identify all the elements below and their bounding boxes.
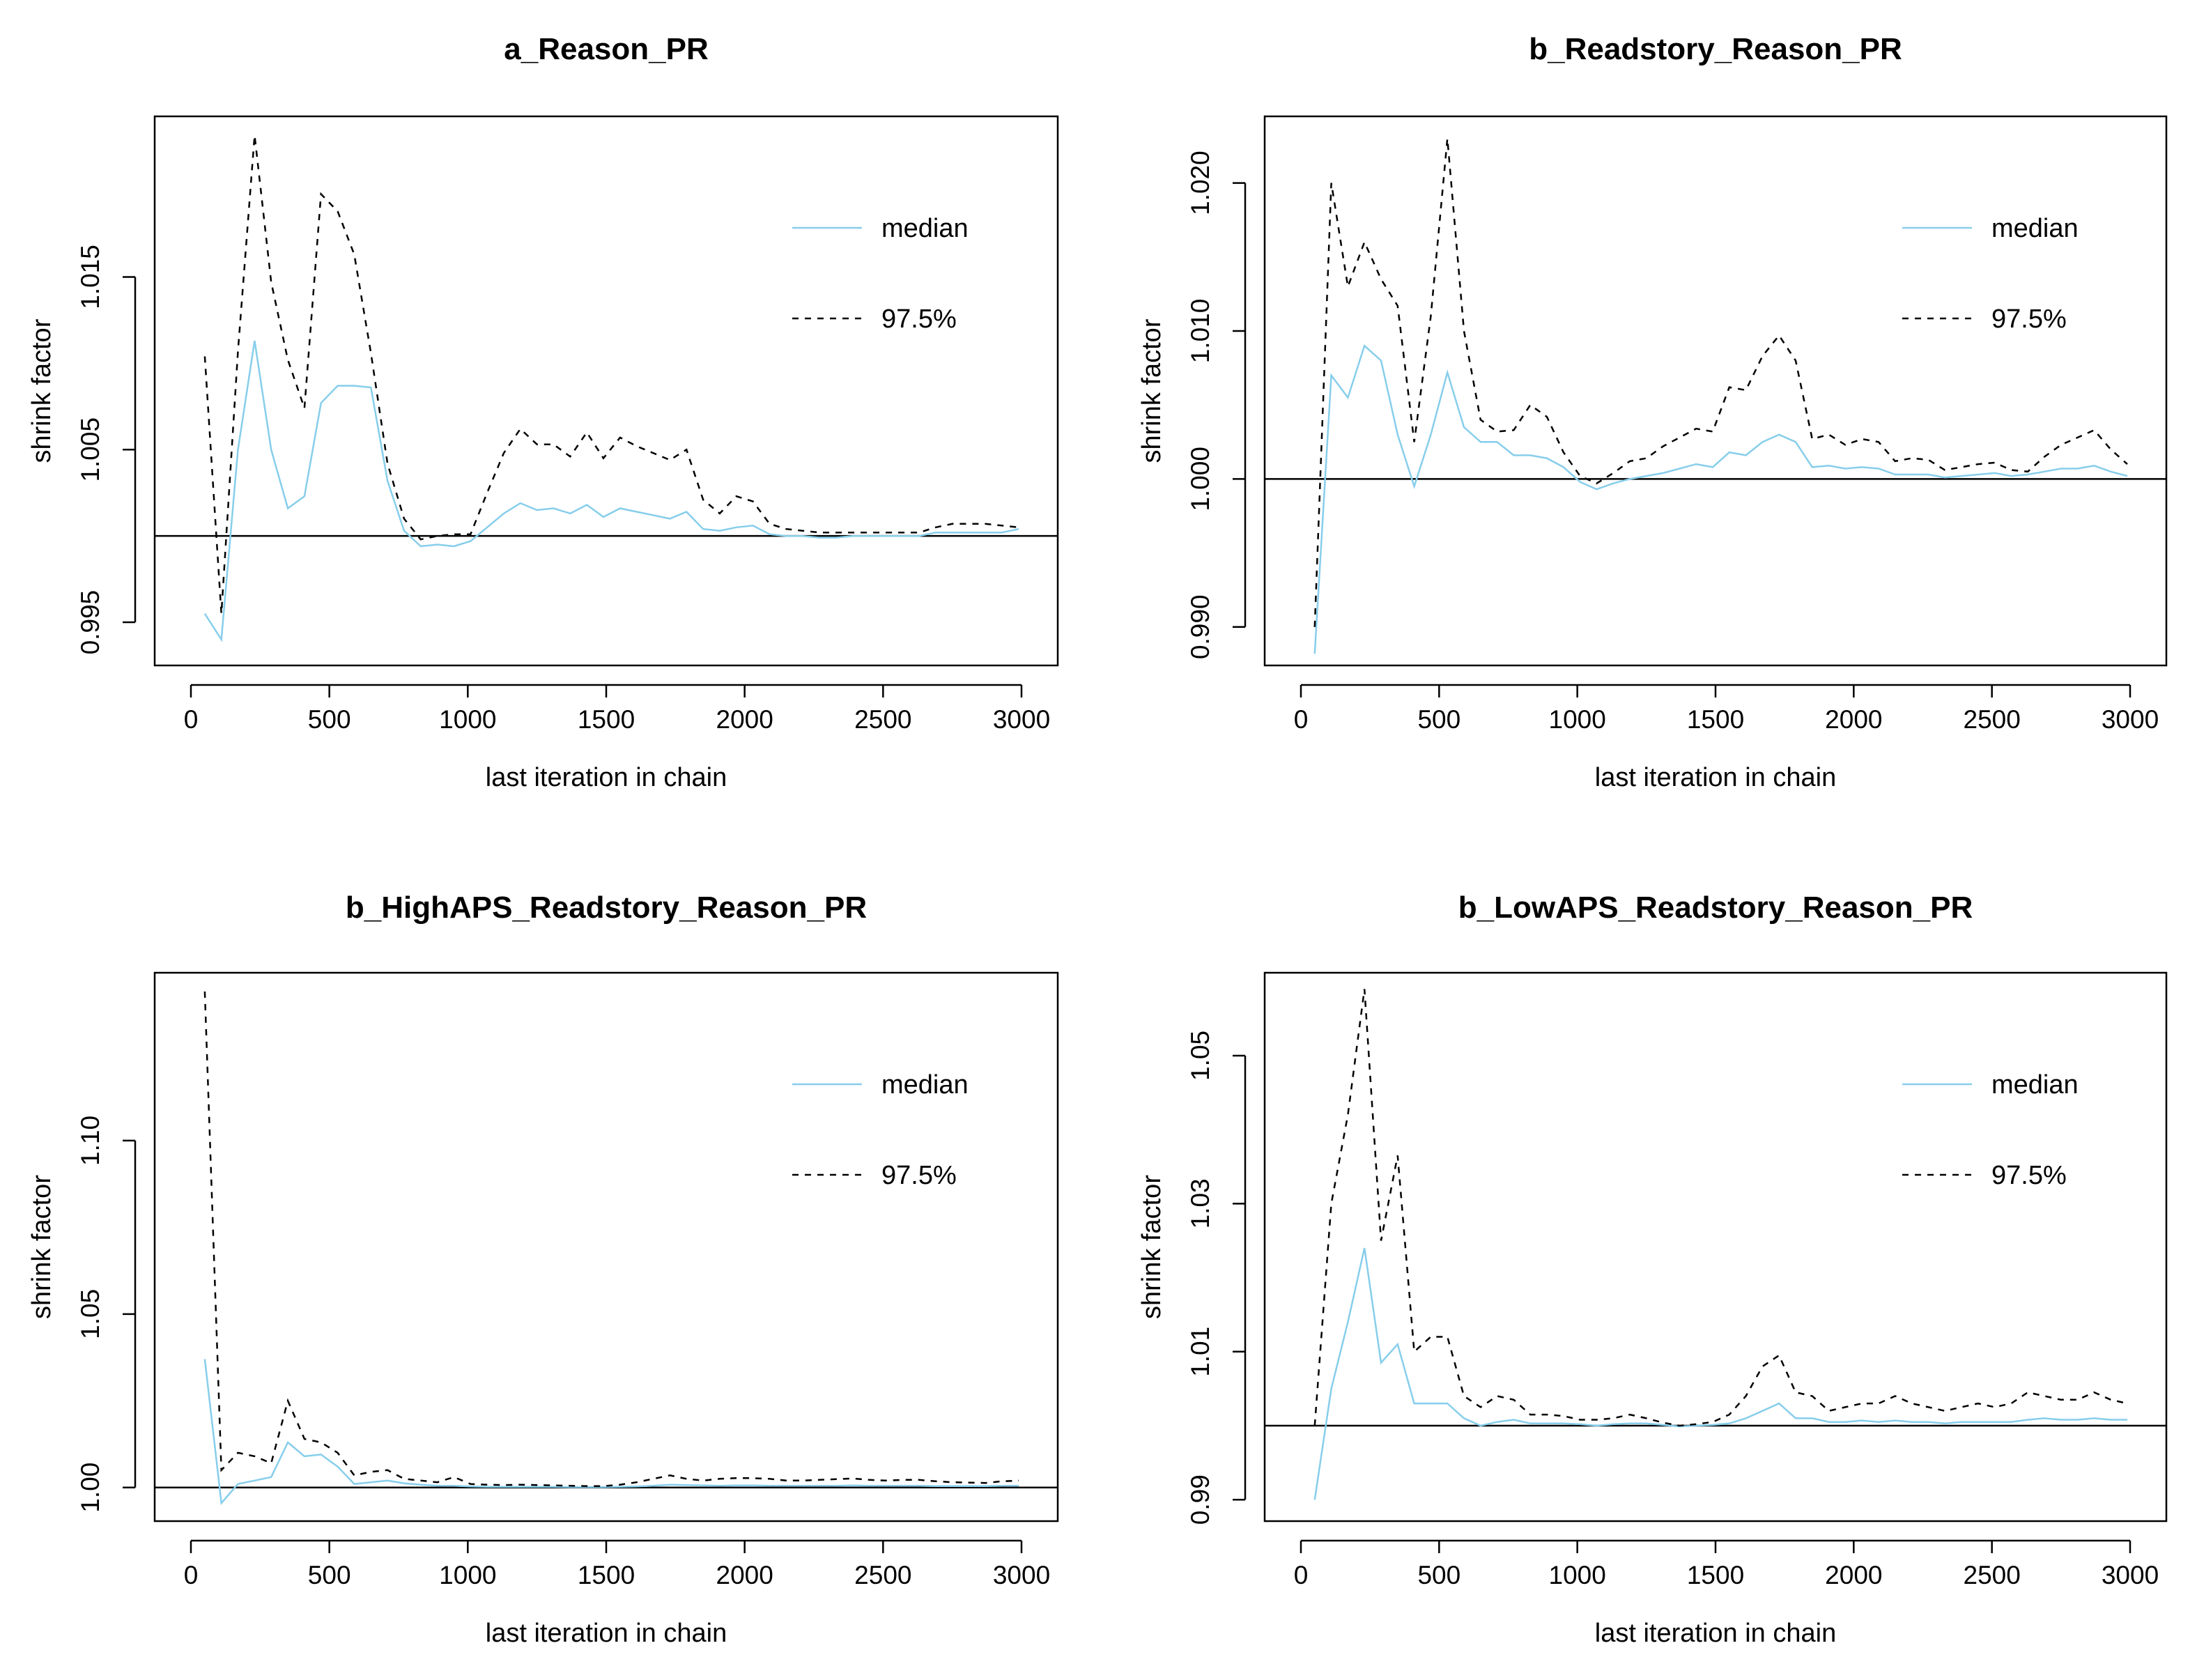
- x-tick-label: 2000: [716, 705, 773, 734]
- x-tick-label: 0: [184, 1561, 199, 1589]
- chart-title: a_Reason_PR: [504, 32, 708, 66]
- legend-label: median: [1991, 1070, 2079, 1100]
- legend-label: 97.5%: [1991, 305, 2067, 334]
- legend-label: 97.5%: [881, 1161, 957, 1190]
- y-tick-label: 0.995: [76, 590, 105, 655]
- x-tick-label: 2500: [1964, 705, 2021, 734]
- plot-frame: [153, 115, 1059, 667]
- x-tick-label: 1000: [1549, 1561, 1606, 1589]
- legend-label: median: [881, 1070, 969, 1100]
- series-line-quantile-97-5: [1313, 138, 2128, 627]
- legend-label: median: [1991, 214, 2079, 243]
- x-tick-label: 0: [1294, 1561, 1309, 1589]
- y-axis-label: shrink factor: [1137, 318, 1166, 463]
- y-axis-label: shrink factor: [27, 318, 56, 463]
- y-tick-label: 1.05: [1186, 1031, 1215, 1081]
- x-tick-label: 0: [184, 705, 199, 734]
- x-tick-label: 500: [308, 1561, 351, 1589]
- x-tick-label: 500: [1417, 705, 1460, 734]
- y-tick-label: 1.020: [1186, 151, 1215, 215]
- y-tick-label: 1.03: [1186, 1178, 1215, 1228]
- x-tick-label: 500: [308, 705, 351, 734]
- x-tick-label: 1000: [439, 1561, 496, 1589]
- series-line-median: [203, 340, 1019, 642]
- chart-panel-2: b_Readstory_Reason_PR 0 500 1000 1500 2000 250…: [1137, 32, 2168, 792]
- y-tick-label: 1.01: [1186, 1327, 1215, 1377]
- legend-label: 97.5%: [881, 305, 957, 334]
- chart-panel-4: b_LowAPS_Readstory_Reason_PR 0 500 1000 1500…: [1137, 891, 2168, 1648]
- x-tick-label: 3000: [2102, 1561, 2159, 1589]
- plot-frame: [153, 971, 1059, 1523]
- y-tick-label: 0.990: [1186, 594, 1215, 659]
- plot-frame: [1263, 971, 2168, 1523]
- series-line-median: [1313, 344, 2128, 654]
- x-axis-label: last iteration in chain: [1595, 1619, 1836, 1648]
- series-line-quantile-97-5: [203, 991, 1019, 1487]
- x-tick-label: 1000: [1549, 705, 1606, 734]
- x-tick-label: 2000: [716, 1561, 773, 1589]
- x-tick-label: 3000: [993, 1561, 1050, 1589]
- y-axis-label: shrink factor: [27, 1175, 56, 1319]
- series-line-quantile-97-5: [1313, 989, 2128, 1427]
- y-tick-label: 0.99: [1186, 1474, 1215, 1525]
- x-tick-label: 1000: [439, 705, 496, 734]
- chart-title: b_HighAPS_Readstory_Reason_PR: [346, 891, 867, 925]
- y-tick-label: 1.005: [76, 417, 105, 482]
- x-tick-label: 1500: [1687, 705, 1744, 734]
- x-tick-label: 500: [1417, 1561, 1460, 1589]
- x-tick-label: 1500: [578, 705, 635, 734]
- y-tick-label: 1.00: [76, 1463, 105, 1513]
- x-tick-label: 0: [1294, 705, 1309, 734]
- y-tick-label: 1.05: [76, 1289, 105, 1339]
- x-axis-label: last iteration in chain: [486, 763, 727, 792]
- chart-title: b_LowAPS_Readstory_Reason_PR: [1458, 891, 1973, 925]
- chart-panel-1: a_Reason_PR 0 500 1000 1500 2000 2500 3000 0.995…: [27, 32, 1059, 792]
- x-tick-label: 1500: [1687, 1561, 1744, 1589]
- y-axis-label: shrink factor: [1137, 1175, 1166, 1319]
- chart-panel-3: b_HighAPS_Readstory_Reason_PR 0 500 1000 150…: [27, 891, 1059, 1648]
- series-line-median: [1313, 1247, 2127, 1500]
- plot-frame: [1263, 115, 2168, 667]
- series-line-quantile-97-5: [203, 135, 1019, 614]
- series-line-median: [203, 1359, 1019, 1506]
- x-axis-label: last iteration in chain: [486, 1619, 727, 1648]
- x-tick-label: 2500: [1964, 1561, 2021, 1589]
- y-tick-label: 1.010: [1186, 299, 1215, 364]
- x-axis-label: last iteration in chain: [1595, 763, 1836, 792]
- y-tick-label: 1.000: [1186, 447, 1215, 511]
- legend-label: 97.5%: [1991, 1161, 2067, 1190]
- x-tick-label: 3000: [2102, 705, 2159, 734]
- x-tick-label: 1500: [578, 1561, 635, 1589]
- y-tick-label: 1.015: [76, 245, 105, 309]
- chart-title: b_Readstory_Reason_PR: [1529, 32, 1902, 66]
- y-tick-label: 1.10: [76, 1116, 105, 1166]
- x-tick-label: 2000: [1825, 705, 1882, 734]
- x-tick-label: 2000: [1825, 1561, 1882, 1589]
- x-tick-label: 2500: [854, 1561, 911, 1589]
- legend-label: median: [881, 214, 969, 243]
- x-tick-label: 2500: [854, 705, 911, 734]
- x-tick-label: 3000: [993, 705, 1050, 734]
